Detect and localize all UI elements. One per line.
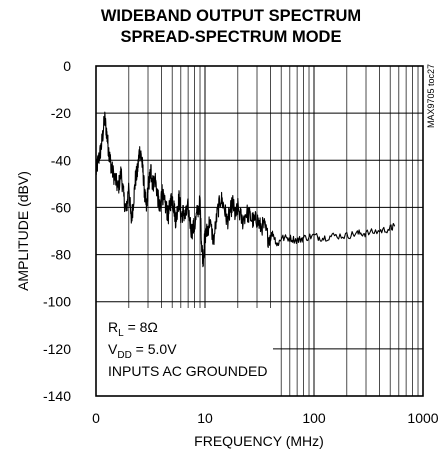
x-axis-label: FREQUENCY (MHz) — [194, 433, 324, 449]
y-tick-label: -80 — [51, 247, 71, 263]
y-tick-label: -60 — [51, 199, 71, 215]
x-tick-label: 1000 — [407, 410, 438, 426]
annotation-box — [96, 308, 273, 396]
chart-title-line-2: SPREAD-SPECTRUM MODE — [121, 28, 342, 46]
grid — [96, 66, 423, 396]
y-tick-label: -140 — [43, 388, 71, 404]
plot-frame — [95, 65, 424, 397]
annotation-line-3: INPUTS AC GROUNDED — [108, 363, 267, 379]
y-tick-label: -40 — [51, 152, 71, 168]
x-tick-label: 0 — [92, 410, 100, 426]
x-tick-label: 10 — [197, 410, 213, 426]
chart-title-line-1: WIDEBAND OUTPUT SPECTRUM — [101, 7, 361, 25]
y-axis-label: AMPLITUDE (dBV) — [15, 171, 31, 291]
series-line — [95, 111, 396, 268]
y-tick-label: -100 — [43, 294, 71, 310]
x-tick-label: 100 — [302, 410, 326, 426]
y-tick-labels: 0 -20 -40 -60 -80 -100 -120 -140 — [43, 58, 71, 404]
x-tick-labels: 0 10 100 1000 — [92, 410, 439, 426]
y-tick-label: 0 — [63, 58, 71, 74]
figure-id: MAX9705 toc27 — [426, 64, 436, 128]
y-tick-label: -120 — [43, 341, 71, 357]
annotation-line-2: VDD = 5.0V — [108, 341, 177, 361]
y-tick-label: -20 — [51, 105, 71, 121]
annotation-line-1: RL = 8Ω — [108, 319, 158, 339]
